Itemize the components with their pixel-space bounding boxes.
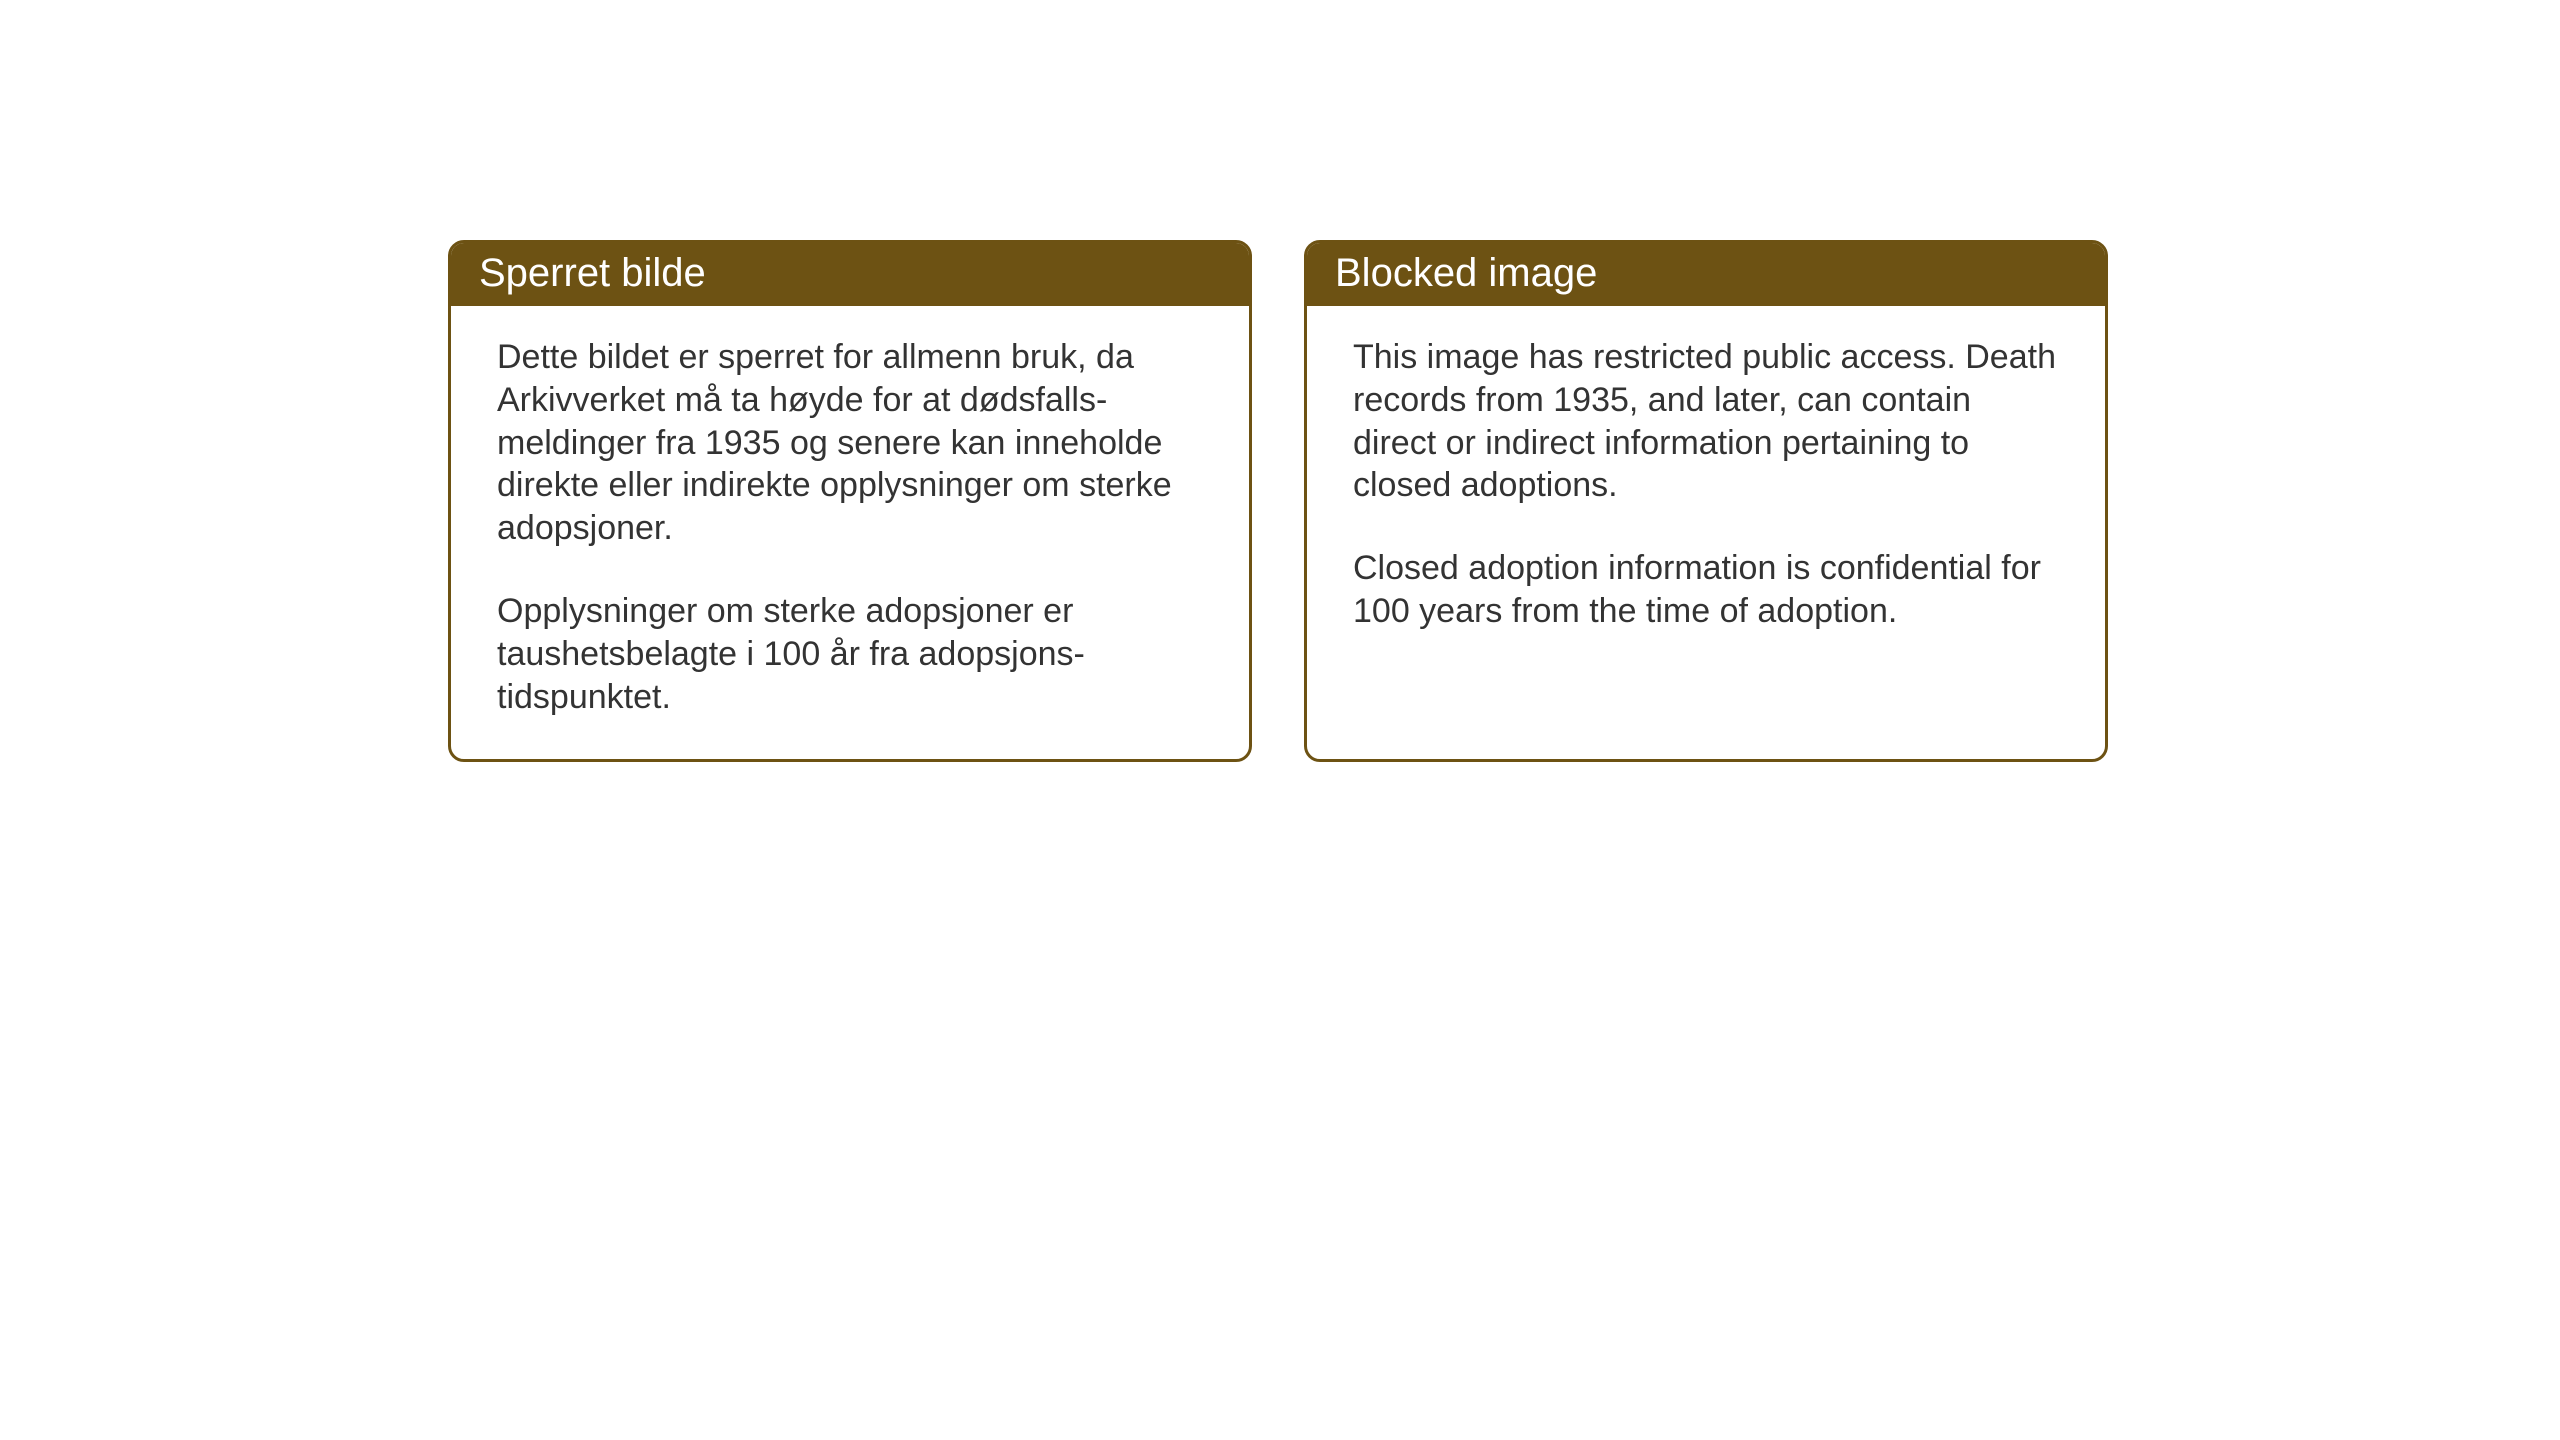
card-header-norwegian: Sperret bilde — [451, 243, 1249, 306]
notice-card-english: Blocked image This image has restricted … — [1304, 240, 2108, 762]
card-body-norwegian: Dette bildet er sperret for allmenn bruk… — [451, 306, 1249, 759]
card-paragraph-norwegian-2: Opplysninger om sterke adopsjoner er tau… — [497, 590, 1203, 718]
card-body-english: This image has restricted public access.… — [1307, 306, 2105, 746]
card-title-norwegian: Sperret bilde — [479, 251, 706, 295]
card-paragraph-english-2: Closed adoption information is confident… — [1353, 547, 2059, 633]
notice-container: Sperret bilde Dette bildet er sperret fo… — [448, 240, 2108, 762]
card-paragraph-norwegian-1: Dette bildet er sperret for allmenn bruk… — [497, 336, 1203, 550]
card-header-english: Blocked image — [1307, 243, 2105, 306]
card-paragraph-english-1: This image has restricted public access.… — [1353, 336, 2059, 507]
card-title-english: Blocked image — [1335, 251, 1597, 295]
notice-card-norwegian: Sperret bilde Dette bildet er sperret fo… — [448, 240, 1252, 762]
